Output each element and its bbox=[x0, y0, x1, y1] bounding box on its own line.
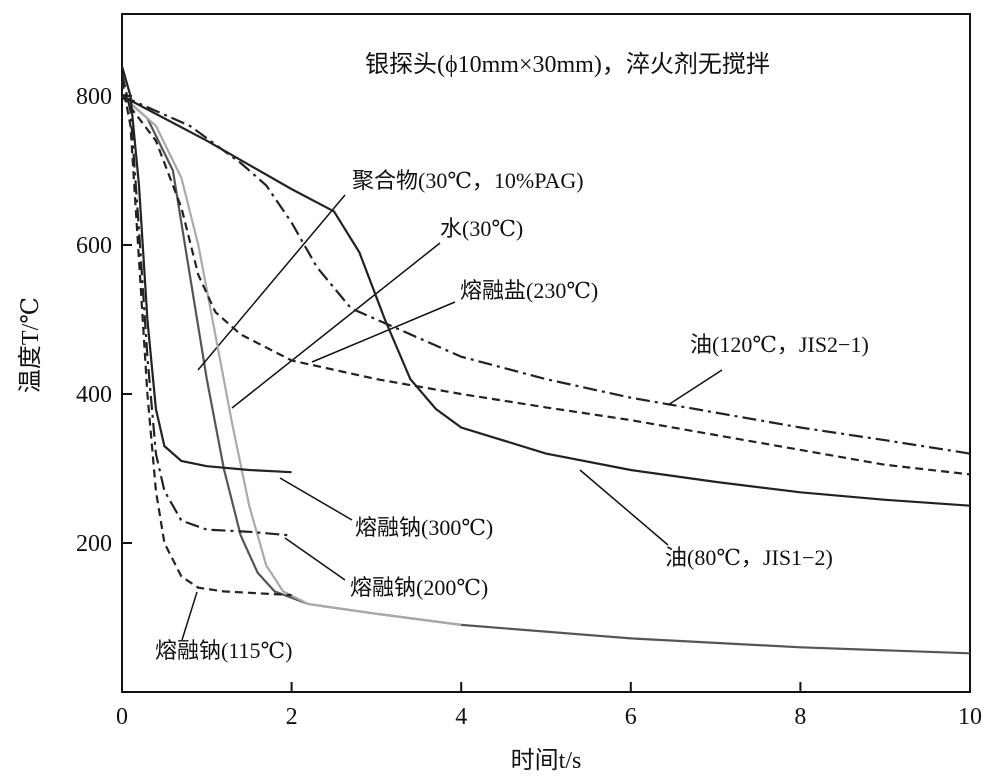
y-tick-label: 600 bbox=[76, 233, 112, 259]
series-line bbox=[121, 95, 971, 655]
y-tick-label: 200 bbox=[76, 531, 112, 557]
series-label: 熔融钠(115℃) bbox=[155, 638, 292, 663]
series-label: 水(30℃) bbox=[440, 216, 523, 241]
y-tick-label: 400 bbox=[76, 382, 112, 408]
chart-title: 银探头(ϕ10mm×30mm)，淬火剂无搅拌 bbox=[365, 51, 770, 78]
x-tick-label: 8 bbox=[794, 704, 806, 730]
plot-frame bbox=[121, 13, 971, 693]
series-line bbox=[121, 94, 971, 455]
leader-line bbox=[181, 591, 198, 641]
series-line bbox=[121, 95, 971, 476]
series-label: 熔融钠(300℃) bbox=[355, 515, 493, 540]
x-axis-label: 时间t/s bbox=[511, 747, 582, 774]
series-label: 熔融盐(230℃) bbox=[460, 278, 598, 303]
series-line bbox=[121, 95, 462, 626]
y-tick-label: 800 bbox=[76, 84, 112, 110]
leader-line bbox=[667, 369, 723, 406]
series-line bbox=[120, 65, 292, 474]
x-tick-label: 6 bbox=[625, 704, 637, 730]
x-tick-label: 2 bbox=[286, 704, 298, 730]
series-label: 油(80℃，JIS1−2) bbox=[665, 545, 833, 570]
leader-line bbox=[231, 242, 441, 409]
leader-line bbox=[279, 477, 353, 521]
series-label: 油(120℃，JIS2−1) bbox=[690, 332, 869, 357]
x-tick-label: 0 bbox=[116, 704, 128, 730]
leader-line bbox=[197, 194, 346, 371]
x-tick-label: 10 bbox=[958, 704, 982, 730]
leader-line bbox=[284, 537, 346, 581]
series-label: 熔融钠(200℃) bbox=[350, 575, 488, 600]
leader-line bbox=[311, 301, 456, 363]
x-tick-label: 4 bbox=[455, 704, 467, 730]
series-label: 聚合物(30℃，10%PAG) bbox=[352, 168, 584, 193]
series-line bbox=[120, 80, 292, 597]
leader-line bbox=[579, 469, 669, 546]
y-axis-label: 温度T/℃ bbox=[17, 297, 44, 393]
series-line bbox=[121, 95, 971, 507]
